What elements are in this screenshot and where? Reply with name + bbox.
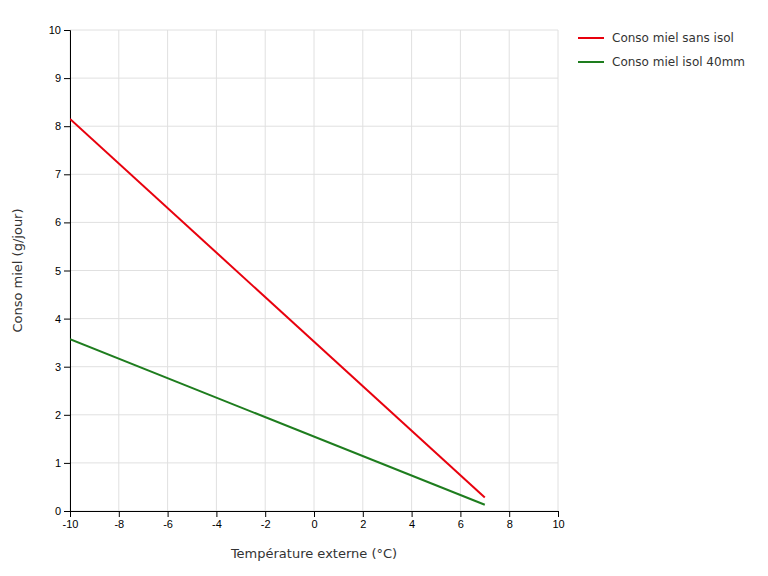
y-tick-label: 0	[55, 505, 61, 517]
x-tick-mark	[412, 511, 413, 517]
legend-swatch	[578, 37, 604, 39]
x-axis-line	[71, 512, 559, 518]
grid-line	[70, 78, 558, 79]
grid-line	[70, 366, 558, 367]
grid-line	[70, 126, 558, 127]
x-tick: 2	[360, 511, 366, 530]
x-tick-mark	[216, 511, 217, 517]
y-tick-label: 2	[55, 409, 61, 421]
y-tick-label: 10	[49, 24, 61, 36]
y-tick-mark	[64, 463, 70, 464]
x-tick: 4	[409, 511, 415, 530]
y-tick-label: 8	[55, 120, 61, 132]
y-tick-label: 4	[55, 313, 61, 325]
legend: Conso miel sans isol Conso miel isol 40mm	[578, 31, 745, 69]
y-tick-label: 3	[55, 361, 61, 373]
x-tick-label: 0	[311, 518, 317, 530]
y-tick: 10	[49, 24, 70, 36]
y-tick: 3	[55, 361, 70, 373]
lines	[70, 119, 485, 505]
x-tick-label: 8	[507, 518, 513, 530]
y-axis-title: Conso miel (g/jour)	[10, 208, 25, 332]
y-tick-mark	[64, 30, 70, 31]
x-tick: 6	[458, 511, 464, 530]
x-tick-label: 6	[458, 518, 464, 530]
grid-line	[70, 30, 558, 31]
x-tick: -6	[163, 511, 173, 530]
y-tick: 2	[55, 409, 70, 421]
legend-label: Conso miel isol 40mm	[612, 55, 745, 69]
x-tick-mark	[460, 511, 461, 517]
grid-line	[70, 462, 558, 463]
y-tick: 1	[55, 457, 70, 469]
x-tick-label: 2	[360, 518, 366, 530]
y-tick: 6	[55, 216, 70, 228]
grid-line	[70, 174, 558, 175]
x-tick-mark	[363, 511, 364, 517]
x-tick: 10	[552, 511, 564, 530]
legend-item: Conso miel isol 40mm	[578, 55, 745, 69]
x-tick-label: -6	[163, 518, 173, 530]
y-tick-mark	[64, 511, 70, 512]
x-tick: -4	[212, 511, 222, 530]
x-tick-mark	[558, 511, 559, 517]
x-axis: -10 -8 -6 -4 -2 0 2 4 6 8 10	[63, 511, 565, 530]
y-tick-mark	[64, 222, 70, 223]
grid	[70, 30, 558, 511]
x-tick: -8	[114, 511, 124, 530]
series-line	[70, 339, 485, 504]
y-tick-label: 9	[55, 72, 61, 84]
x-tick-mark	[265, 511, 266, 517]
y-tick-mark	[64, 367, 70, 368]
x-tick: 8	[507, 511, 513, 530]
y-axis: 0 1 2 3 4 5 6 7 8 9 10	[49, 24, 71, 517]
y-tick: 5	[55, 265, 70, 277]
y-tick-mark	[64, 271, 70, 272]
y-tick-mark	[64, 174, 70, 175]
x-tick: -2	[261, 511, 271, 530]
y-tick: 0	[55, 505, 70, 517]
y-tick: 7	[55, 168, 70, 180]
y-tick-mark	[64, 78, 70, 79]
x-tick-mark	[509, 511, 510, 517]
y-tick: 8	[55, 120, 70, 132]
plot: -10 -8 -6 -4 -2 0 2 4 6 8 10 0 1 2 3 4 5 6 7 8 9 10	[49, 24, 565, 530]
x-tick-mark	[168, 511, 169, 517]
x-tick-label: -8	[114, 518, 124, 530]
x-tick-label: 10	[552, 518, 564, 530]
x-tick-label: 4	[409, 518, 415, 530]
y-tick-mark	[64, 126, 70, 127]
x-tick-mark	[119, 511, 120, 517]
series-line	[70, 119, 485, 498]
y-tick: 9	[55, 72, 70, 84]
legend-label: Conso miel sans isol	[612, 31, 734, 45]
grid-line	[70, 270, 558, 271]
y-tick-mark	[64, 415, 70, 416]
x-tick: 0	[311, 511, 317, 530]
y-tick-mark	[64, 319, 70, 320]
y-tick: 4	[55, 313, 70, 325]
x-tick-label: -10	[63, 518, 79, 530]
y-tick-label: 1	[55, 457, 61, 469]
x-tick: -10	[63, 511, 79, 530]
x-axis-title: Température externe (°C)	[230, 546, 397, 561]
x-tick-mark	[314, 511, 315, 517]
y-tick-label: 7	[55, 168, 61, 180]
y-tick-label: 6	[55, 216, 61, 228]
grid-line	[70, 318, 558, 319]
grid-line	[70, 222, 558, 223]
y-axis-line	[64, 31, 71, 512]
y-tick-label: 5	[55, 265, 61, 277]
legend-swatch	[578, 61, 604, 63]
grid-line	[70, 414, 558, 415]
x-tick-label: -2	[261, 518, 271, 530]
legend-item: Conso miel sans isol	[578, 31, 734, 45]
chart: -10 -8 -6 -4 -2 0 2 4 6 8 10 0 1 2 3 4 5 6 7 8 9 10 Températur…	[0, 0, 768, 576]
x-tick-label: -4	[212, 518, 222, 530]
